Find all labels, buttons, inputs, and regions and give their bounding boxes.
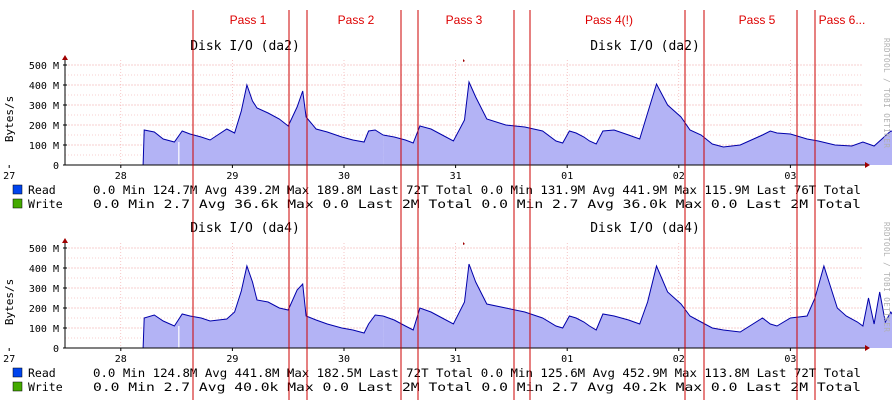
x-axis-arrow xyxy=(865,162,870,168)
x-tick-label: 01 xyxy=(561,354,573,365)
y-tick-label: 300 M xyxy=(29,284,59,295)
x-tick-label: 28 xyxy=(115,171,127,182)
panel-title: Disk I/O (da4) xyxy=(190,221,300,236)
pass-label: Pass 6... xyxy=(819,13,866,27)
x-tick-label: 27 xyxy=(3,171,15,182)
y-tick-label: 100 M xyxy=(29,141,59,152)
y-axis-arrow xyxy=(62,55,68,60)
x-tick-label: 30 xyxy=(338,354,350,365)
y-axis-arrow xyxy=(62,238,68,243)
x-tick-label: 03 xyxy=(784,171,796,182)
y-tick-label: 500 M xyxy=(29,244,59,255)
y-tick-label: 500 M xyxy=(29,61,59,72)
read-area-2 xyxy=(383,264,892,348)
y-axis-label: Bytes/s xyxy=(3,279,16,325)
y-tick-label: 400 M xyxy=(29,81,59,92)
write-swatch xyxy=(12,381,23,392)
panel-title: Disk I/O (da2) xyxy=(590,39,700,54)
y-tick-label: 0 xyxy=(53,344,59,355)
y-tick-label: 200 M xyxy=(29,304,59,315)
pass-label: Pass 5 xyxy=(739,13,776,27)
pass-label: Pass 4(!) xyxy=(585,13,633,27)
read-line-1 xyxy=(142,264,384,349)
pass-label: Pass 2 xyxy=(338,13,375,27)
rrdtool-credit: RRDTOOL / TOBI OETIKER xyxy=(882,222,891,332)
x-tick-label: 31 xyxy=(450,354,462,365)
read-area-1 xyxy=(143,85,384,165)
rrdtool-credit: RRDTOOL / TOBI OETIKER xyxy=(882,38,891,148)
x-tick-label: 03 xyxy=(784,354,796,365)
write-legend-label: Write xyxy=(28,197,63,211)
read-line-2 xyxy=(383,80,892,148)
read-swatch xyxy=(12,367,23,378)
x-axis-arrow xyxy=(865,345,870,351)
read-line-2 xyxy=(382,263,892,333)
y-tick-label: 0 xyxy=(53,161,59,172)
x-tick-label: 29 xyxy=(226,171,238,182)
y-tick-label: 300 M xyxy=(29,101,59,112)
read-stats: 0.0 Min 124.7M Avg 439.2M Max 189.8M Las… xyxy=(93,183,861,197)
write-legend-label: Write xyxy=(28,380,63,394)
read-area-1 xyxy=(143,266,384,348)
x-tick-label: 30 xyxy=(338,171,350,182)
write-stats: 0.0 Min 2.7 Avg 36.6k Max 0.0 Last 2M To… xyxy=(93,197,861,211)
x-tick-label: 31 xyxy=(450,171,462,182)
x-tick-label: 29 xyxy=(226,354,238,365)
x-tick-label: 01 xyxy=(561,171,573,182)
panel-marker xyxy=(463,59,465,62)
read-line-1 xyxy=(142,83,384,166)
read-legend-label: Read xyxy=(28,366,56,380)
x-tick-label: 27 xyxy=(3,354,15,365)
x-tick-label: 28 xyxy=(115,354,127,365)
panel-marker xyxy=(463,242,465,245)
panel-title: Disk I/O (da4) xyxy=(590,221,700,236)
write-swatch xyxy=(12,198,23,209)
y-axis-label: Bytes/s xyxy=(3,96,16,142)
y-tick-label: 200 M xyxy=(29,121,59,132)
read-stats: 0.0 Min 124.8M Avg 441.8M Max 182.5M Las… xyxy=(93,366,861,380)
read-area-2 xyxy=(383,82,892,165)
y-tick-label: 400 M xyxy=(29,264,59,275)
pass-label: Pass 3 xyxy=(446,13,483,27)
pass-label: Pass 1 xyxy=(230,13,267,27)
x-tick-label: 02 xyxy=(673,171,685,182)
y-tick-label: 100 M xyxy=(29,324,59,335)
x-tick-label: 02 xyxy=(673,354,685,365)
write-stats: 0.0 Min 2.7 Avg 40.0k Max 0.0 Last 2M To… xyxy=(93,380,861,394)
panel-title: Disk I/O (da2) xyxy=(190,39,300,54)
read-swatch xyxy=(12,184,23,195)
read-legend-label: Read xyxy=(28,183,56,197)
